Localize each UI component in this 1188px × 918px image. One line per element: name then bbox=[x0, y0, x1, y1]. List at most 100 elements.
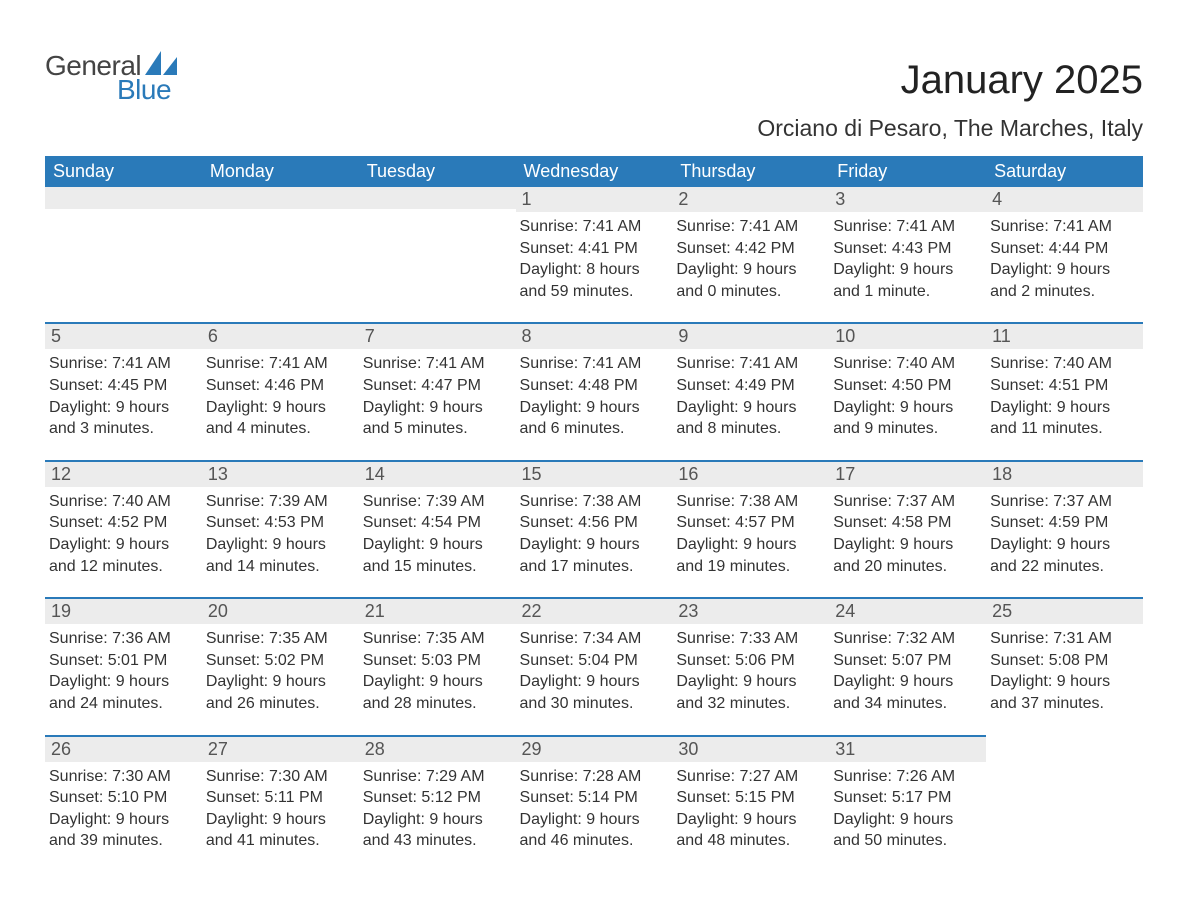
day-detail-line: Sunrise: 7:35 AM bbox=[206, 628, 353, 650]
day-details: Sunrise: 7:28 AMSunset: 5:14 PMDaylight:… bbox=[520, 766, 667, 852]
day-detail-line: Sunrise: 7:33 AM bbox=[676, 628, 823, 650]
day-detail-line: Sunset: 4:47 PM bbox=[363, 375, 510, 397]
day-number: 15 bbox=[522, 464, 542, 484]
day-number: 24 bbox=[835, 601, 855, 621]
day-detail-line: and 6 minutes. bbox=[520, 418, 667, 440]
daynum-bar: 25 bbox=[986, 599, 1143, 624]
daynum-bar: 17 bbox=[829, 462, 986, 487]
day-detail-line: Sunset: 4:56 PM bbox=[520, 512, 667, 534]
day-detail-line: Sunrise: 7:38 AM bbox=[676, 491, 823, 513]
day-number: 30 bbox=[678, 739, 698, 759]
generalblue-logo: General Blue bbox=[45, 40, 179, 106]
calendar-day-cell: 26 Sunrise: 7:30 AMSunset: 5:10 PMDayligh… bbox=[45, 736, 202, 872]
day-number: 29 bbox=[522, 739, 542, 759]
day-detail-line: Sunset: 4:45 PM bbox=[49, 375, 196, 397]
day-detail-line: Daylight: 9 hours bbox=[520, 397, 667, 419]
calendar-table: Sunday Monday Tuesday Wednesday Thursday… bbox=[45, 156, 1143, 872]
day-detail-line: Sunrise: 7:39 AM bbox=[363, 491, 510, 513]
day-detail-line: Daylight: 9 hours bbox=[206, 397, 353, 419]
daynum-bar: 21 bbox=[359, 599, 516, 624]
day-detail-line: Sunrise: 7:40 AM bbox=[833, 353, 980, 375]
day-detail-line: Daylight: 8 hours bbox=[520, 259, 667, 281]
day-number: 16 bbox=[678, 464, 698, 484]
day-number: 1 bbox=[522, 189, 532, 209]
day-detail-line: Sunrise: 7:29 AM bbox=[363, 766, 510, 788]
day-number: 12 bbox=[51, 464, 71, 484]
day-number: 28 bbox=[365, 739, 385, 759]
daynum-bar: 13 bbox=[202, 462, 359, 487]
day-detail-line: and 39 minutes. bbox=[49, 830, 196, 852]
day-detail-line: Sunset: 4:46 PM bbox=[206, 375, 353, 397]
day-details: Sunrise: 7:30 AMSunset: 5:10 PMDaylight:… bbox=[49, 766, 196, 852]
calendar-day-cell: 31Sunrise: 7:26 AMSunset: 5:17 PMDayligh… bbox=[829, 736, 986, 872]
title-block: January 2025 Orciano di Pesaro, The Marc… bbox=[757, 40, 1143, 150]
day-details: Sunrise: 7:34 AMSunset: 5:04 PMDaylight:… bbox=[520, 628, 667, 714]
day-details: Sunrise: 7:41 AMSunset: 4:48 PMDaylight:… bbox=[520, 353, 667, 439]
day-detail-line: Daylight: 9 hours bbox=[206, 534, 353, 556]
daynum-bar: 29 bbox=[516, 737, 673, 762]
calendar-day-cell: 15 Sunrise: 7:38 AMSunset: 4:56 PMDayligh… bbox=[516, 461, 673, 598]
day-detail-line: Sunset: 5:14 PM bbox=[520, 787, 667, 809]
day-detail-line: Daylight: 9 hours bbox=[990, 259, 1137, 281]
day-detail-line: and 12 minutes. bbox=[49, 556, 196, 578]
day-detail-line: and 24 minutes. bbox=[49, 693, 196, 715]
day-detail-line: Sunset: 4:49 PM bbox=[676, 375, 823, 397]
day-details: Sunrise: 7:41 AMSunset: 4:41 PMDaylight:… bbox=[520, 216, 667, 302]
calendar-week-row: 12Sunrise: 7:40 AMSunset: 4:52 PMDayligh… bbox=[45, 461, 1143, 598]
calendar-day-cell: 13 Sunrise: 7:39 AMSunset: 4:53 PMDayligh… bbox=[202, 461, 359, 598]
day-detail-line: Daylight: 9 hours bbox=[990, 671, 1137, 693]
day-number: 22 bbox=[522, 601, 542, 621]
calendar-day-cell: 9Sunrise: 7:41 AMSunset: 4:49 PMDaylight… bbox=[672, 323, 829, 460]
day-details: Sunrise: 7:39 AMSunset: 4:53 PMDaylight:… bbox=[206, 491, 353, 577]
day-details: Sunrise: 7:38 AMSunset: 4:56 PMDaylight:… bbox=[520, 491, 667, 577]
daynum-bar-empty bbox=[202, 187, 359, 209]
calendar-week-row: 5Sunrise: 7:41 AMSunset: 4:45 PMDaylight… bbox=[45, 323, 1143, 460]
day-details: Sunrise: 7:41 AMSunset: 4:43 PMDaylight:… bbox=[833, 216, 980, 302]
day-details: Sunrise: 7:40 AMSunset: 4:51 PMDaylight:… bbox=[990, 353, 1137, 439]
calendar-day-cell: 21Sunrise: 7:35 AMSunset: 5:03 PMDayligh… bbox=[359, 598, 516, 735]
day-detail-line: Daylight: 9 hours bbox=[49, 809, 196, 831]
day-number: 27 bbox=[208, 739, 228, 759]
day-detail-line: Sunset: 5:07 PM bbox=[833, 650, 980, 672]
day-detail-line: and 30 minutes. bbox=[520, 693, 667, 715]
day-detail-line: Daylight: 9 hours bbox=[520, 534, 667, 556]
daynum-bar: 1 bbox=[516, 187, 673, 212]
day-detail-line: Sunrise: 7:26 AM bbox=[833, 766, 980, 788]
day-detail-line: Sunset: 5:10 PM bbox=[49, 787, 196, 809]
logo-blue-text: Blue bbox=[117, 74, 171, 106]
daynum-bar: 11 bbox=[986, 324, 1143, 349]
day-details: Sunrise: 7:26 AMSunset: 5:17 PMDaylight:… bbox=[833, 766, 980, 852]
daynum-bar: 14 bbox=[359, 462, 516, 487]
daynum-bar: 26 bbox=[45, 737, 202, 762]
calendar-empty-cell bbox=[202, 187, 359, 323]
day-details: Sunrise: 7:29 AMSunset: 5:12 PMDaylight:… bbox=[363, 766, 510, 852]
day-detail-line: and 59 minutes. bbox=[520, 281, 667, 303]
day-details: Sunrise: 7:32 AMSunset: 5:07 PMDaylight:… bbox=[833, 628, 980, 714]
day-number: 2 bbox=[678, 189, 688, 209]
day-number: 4 bbox=[992, 189, 1002, 209]
day-detail-line: Sunrise: 7:39 AM bbox=[206, 491, 353, 513]
day-detail-line: Sunrise: 7:41 AM bbox=[520, 216, 667, 238]
calendar-day-cell: 24 Sunrise: 7:32 AMSunset: 5:07 PMDayligh… bbox=[829, 598, 986, 735]
calendar-day-cell: 19Sunrise: 7:36 AMSunset: 5:01 PMDayligh… bbox=[45, 598, 202, 735]
daynum-bar: 19 bbox=[45, 599, 202, 624]
day-detail-line: Daylight: 9 hours bbox=[363, 397, 510, 419]
calendar-day-cell: 20Sunrise: 7:35 AMSunset: 5:02 PMDayligh… bbox=[202, 598, 359, 735]
day-detail-line: Daylight: 9 hours bbox=[363, 671, 510, 693]
calendar-body: 1 Sunrise: 7:41 AMSunset: 4:41 PMDaylight… bbox=[45, 187, 1143, 872]
daynum-bar: 9 bbox=[672, 324, 829, 349]
day-detail-line: and 28 minutes. bbox=[363, 693, 510, 715]
month-year-heading: January 2025 bbox=[757, 58, 1143, 103]
daynum-bar: 20 bbox=[202, 599, 359, 624]
calendar-day-cell: 30Sunrise: 7:27 AMSunset: 5:15 PMDayligh… bbox=[672, 736, 829, 872]
day-detail-line: and 50 minutes. bbox=[833, 830, 980, 852]
day-detail-line: and 32 minutes. bbox=[676, 693, 823, 715]
day-number: 26 bbox=[51, 739, 71, 759]
calendar-day-cell: 11 Sunrise: 7:40 AMSunset: 4:51 PMDayligh… bbox=[986, 323, 1143, 460]
day-detail-line: Sunset: 4:50 PM bbox=[833, 375, 980, 397]
day-detail-line: and 37 minutes. bbox=[990, 693, 1137, 715]
day-detail-line: Sunrise: 7:27 AM bbox=[676, 766, 823, 788]
calendar-day-cell: 8Sunrise: 7:41 AMSunset: 4:48 PMDaylight… bbox=[516, 323, 673, 460]
day-detail-line: Sunrise: 7:30 AM bbox=[206, 766, 353, 788]
day-number: 11 bbox=[992, 326, 1011, 346]
